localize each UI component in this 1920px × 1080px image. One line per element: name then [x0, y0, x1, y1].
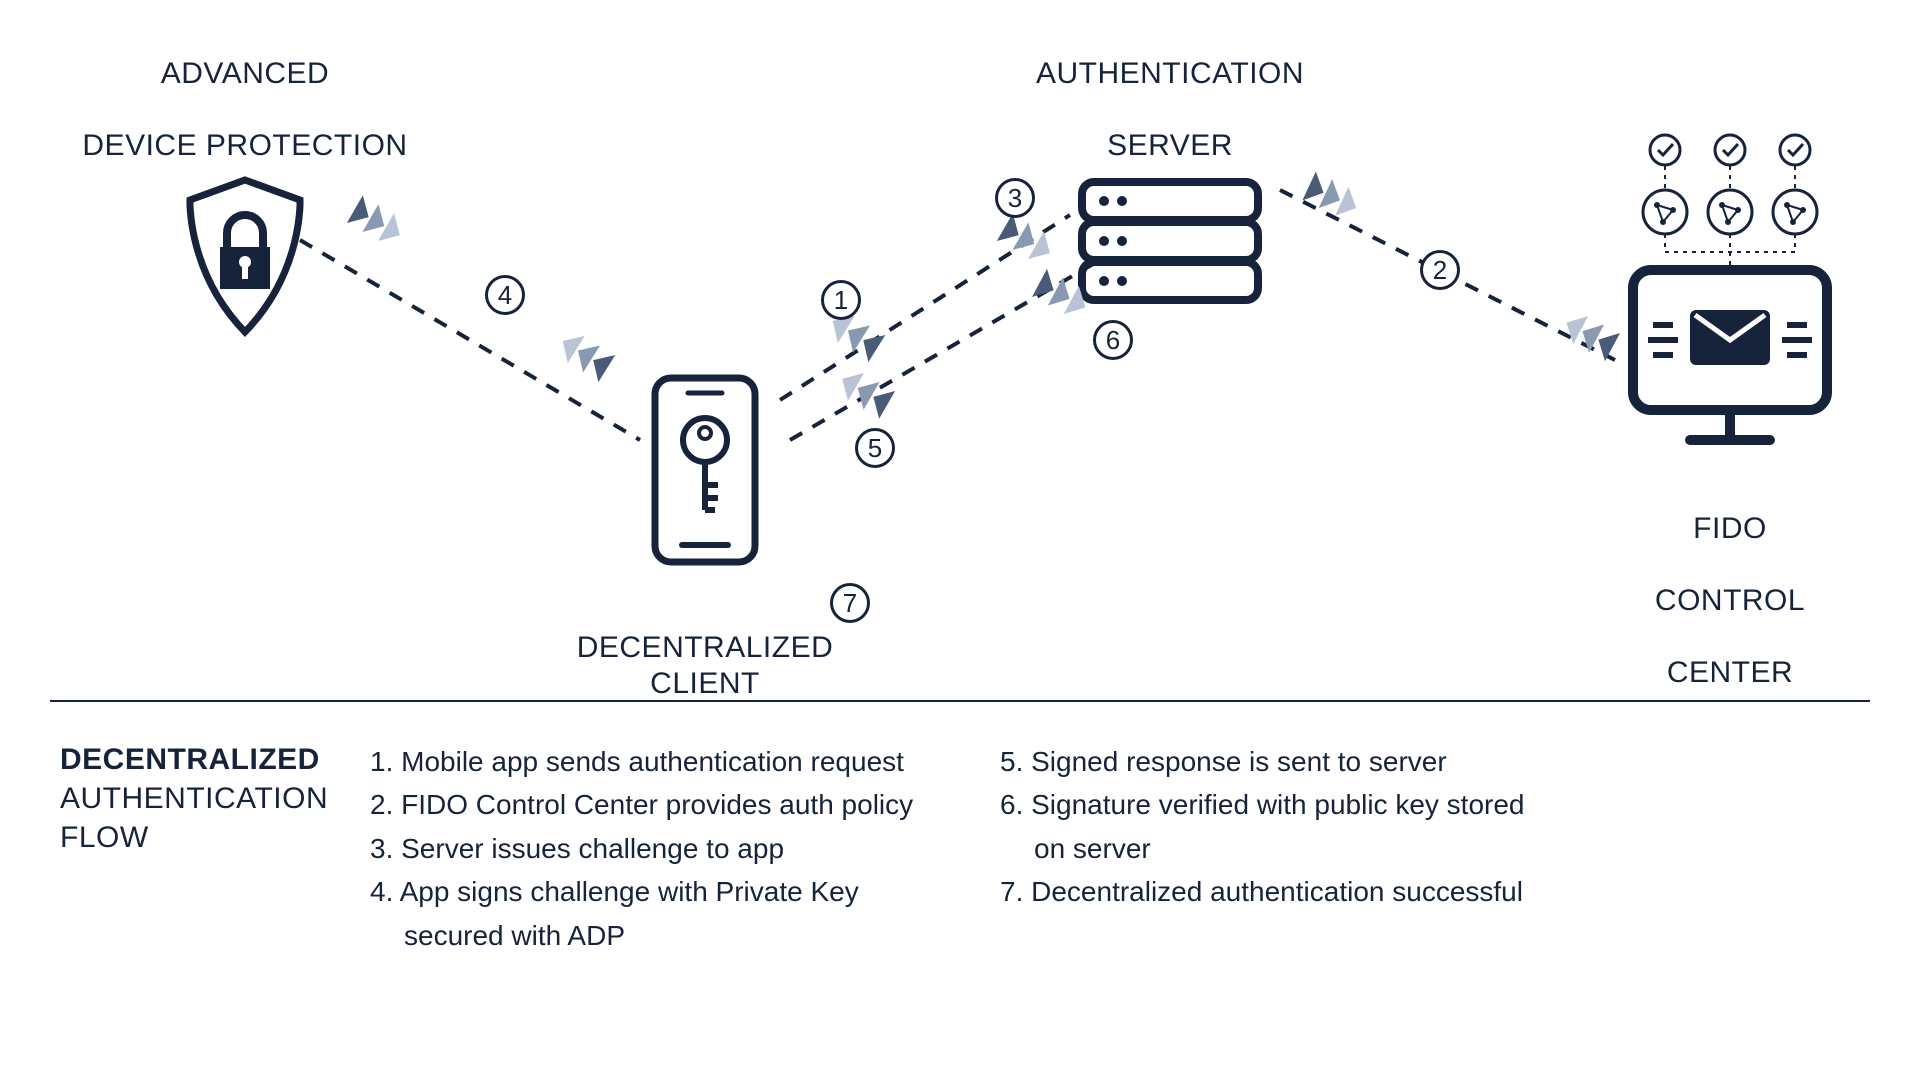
legend-col-2: 5. Signed response is sent to server 6. …: [1000, 740, 1560, 957]
monitor-network-icon: [1615, 130, 1845, 460]
legend-item: 1. Mobile app sends authentication reque…: [370, 740, 930, 783]
node-client: 7 DECENTRALIZED CLIENT: [540, 370, 870, 702]
server-label: AUTHENTICATION SERVER: [1000, 20, 1340, 164]
node-adp: ADVANCED DEVICE PROTECTION: [60, 20, 430, 347]
legend-item: 5. Signed response is sent to server: [1000, 740, 1560, 783]
legend-title: DECENTRALIZED AUTHENTICATION FLOW: [60, 740, 340, 957]
step-badge-6: 6: [1093, 320, 1133, 360]
diagram-area: ADVANCED DEVICE PROTECTION 7 DECENTRALIZ…: [0, 0, 1920, 680]
legend-item: 4. App signs challenge with Private Key …: [370, 870, 930, 957]
legend-item: 2. FIDO Control Center provides auth pol…: [370, 783, 930, 826]
legend-item: 7. Decentralized authentication successf…: [1000, 870, 1560, 913]
legend-item: 6. Signature verified with public key st…: [1000, 783, 1560, 870]
node-fido: FIDO CONTROL CENTER: [1600, 130, 1860, 691]
shield-lock-icon: [175, 172, 315, 342]
adp-label: ADVANCED DEVICE PROTECTION: [60, 20, 430, 164]
legend-col-1: 1. Mobile app sends authentication reque…: [370, 740, 930, 957]
step-badge-4: 4: [485, 275, 525, 315]
step-badge-1: 1: [821, 280, 861, 320]
phone-key-icon: [640, 370, 770, 570]
step-badge-7: 7: [830, 583, 870, 623]
client-label: DECENTRALIZED CLIENT: [540, 630, 870, 702]
legend-item: 3. Server issues challenge to app: [370, 827, 930, 870]
section-divider: [50, 700, 1870, 702]
step-badge-2: 2: [1420, 250, 1460, 290]
step-badge-3: 3: [995, 178, 1035, 218]
step-badge-5: 5: [855, 428, 895, 468]
fido-label: FIDO CONTROL CENTER: [1600, 475, 1860, 691]
server-icon: [1070, 172, 1270, 312]
legend: DECENTRALIZED AUTHENTICATION FLOW 1. Mob…: [60, 740, 1860, 957]
legend-columns: 1. Mobile app sends authentication reque…: [370, 740, 1860, 957]
step-7-num: 7: [843, 588, 857, 619]
